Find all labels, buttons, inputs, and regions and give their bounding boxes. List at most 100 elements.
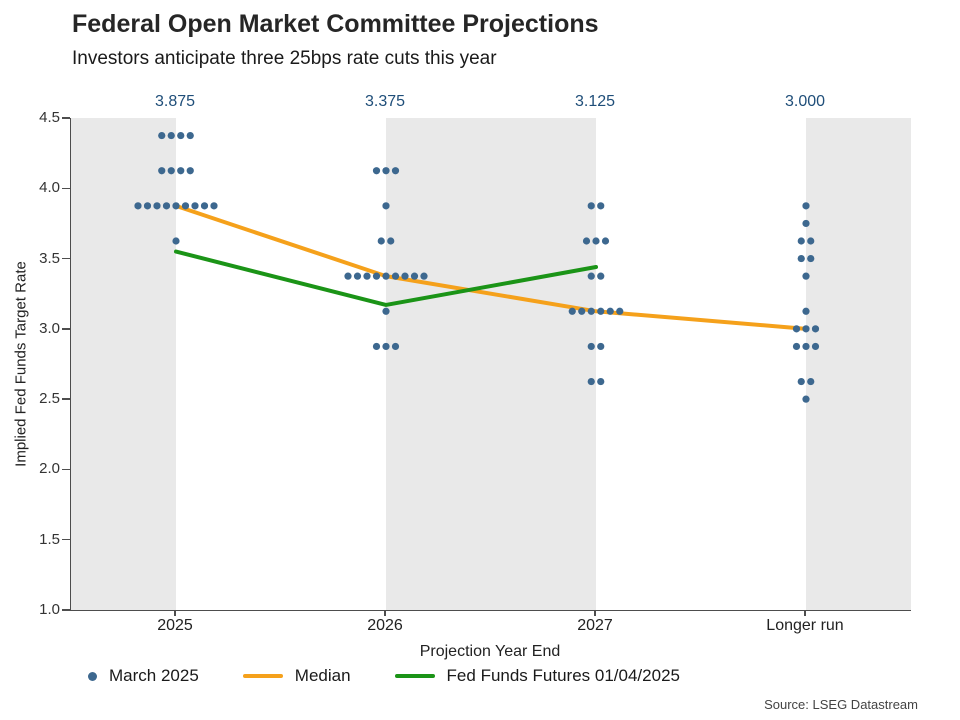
projection-dot <box>792 325 801 333</box>
projection-dot <box>186 131 194 140</box>
projection-dot <box>802 202 810 210</box>
y-tick-mark <box>62 187 70 190</box>
projection-dot <box>797 254 805 263</box>
projection-dot <box>372 342 381 351</box>
x-axis-title: Projection Year End <box>419 643 561 660</box>
projection-dot <box>616 307 624 315</box>
projection-dot <box>597 272 605 280</box>
projection-dot <box>210 202 218 210</box>
projection-dot <box>382 342 390 351</box>
legend-label: Fed Funds Futures 01/04/2025 <box>446 666 680 685</box>
projection-dot <box>344 272 352 280</box>
x-tick-label: 2027 <box>577 617 613 634</box>
projection-dot <box>792 342 801 351</box>
median-value-label: 3.375 <box>364 93 406 110</box>
projection-dot <box>797 377 805 386</box>
projection-dot <box>172 237 180 245</box>
y-tick-mark <box>62 117 70 119</box>
projection-dot <box>587 377 595 386</box>
projection-dot <box>578 307 586 315</box>
projection-dot <box>802 272 810 280</box>
projection-dot <box>568 307 576 315</box>
plot-band <box>71 118 176 610</box>
median-line <box>174 203 808 331</box>
projection-dot <box>372 167 381 175</box>
y-tick-mark <box>62 538 70 541</box>
projection-dot <box>802 395 810 403</box>
legend-item-futures: Fed Funds Futures 01/04/2025 <box>394 666 680 686</box>
source-text: Source: LSEG Datastream <box>764 697 918 712</box>
plot-band <box>176 118 386 610</box>
median-value-label: 3.125 <box>574 93 616 110</box>
y-tick-mark <box>62 468 70 471</box>
projection-dot <box>587 272 595 280</box>
projection-dot <box>387 237 395 245</box>
projection-dot <box>802 342 810 351</box>
futures-line <box>174 249 598 307</box>
projection-dot <box>167 131 175 140</box>
median-value-label: 3.875 <box>154 93 196 110</box>
projection-dot <box>177 131 185 140</box>
projection-dot <box>410 272 419 280</box>
projection-dot <box>582 237 591 245</box>
dot-marker-icon <box>88 671 97 681</box>
plot-area <box>70 118 911 611</box>
projection-dot <box>377 237 385 245</box>
y-tick-mark <box>62 398 70 400</box>
x-tick-label: 2025 <box>157 617 193 634</box>
projection-dot <box>391 272 400 280</box>
legend-label: Median <box>294 666 351 685</box>
y-tick-mark <box>62 257 70 260</box>
y-tick-label: 4.0 <box>39 179 60 197</box>
line-marker-icon <box>394 673 435 679</box>
projection-dot <box>382 272 390 280</box>
projection-dot <box>153 202 161 210</box>
projection-dot <box>181 202 190 210</box>
y-tick-mark <box>62 328 70 330</box>
projection-dot <box>597 202 605 210</box>
projection-dot <box>353 272 362 280</box>
projection-dot <box>811 325 820 333</box>
chart-subtitle: Investors anticipate three 25bps rate cu… <box>72 48 497 69</box>
plot-svg <box>134 131 820 403</box>
projection-dot <box>382 202 390 210</box>
y-tick-mark <box>62 609 70 611</box>
projection-dot <box>372 272 381 280</box>
projection-dot <box>363 272 371 280</box>
legend-item-march-2025: March 2025 <box>88 666 199 686</box>
y-axis-title: Implied Fed Funds Target Rate <box>12 261 30 467</box>
projection-dot <box>382 307 390 315</box>
chart-legend: March 2025 Median Fed Funds Futures 01/04/… <box>88 666 680 686</box>
legend-label: March 2025 <box>109 666 199 685</box>
median-value-label: 3.000 <box>784 93 826 110</box>
projection-dot <box>158 131 166 140</box>
legend-item-median: Median <box>242 666 351 686</box>
projection-dot <box>401 272 409 280</box>
projection-dot <box>158 167 166 175</box>
plot-band <box>806 118 911 610</box>
projection-dot <box>177 167 185 175</box>
projection-dot <box>587 342 595 351</box>
y-tick-label: 4.5 <box>39 109 60 126</box>
projection-dot <box>597 377 605 386</box>
x-tick-label: 2026 <box>367 617 403 634</box>
projection-dot <box>191 202 199 210</box>
projection-dot <box>420 272 428 280</box>
projection-dot <box>601 237 610 245</box>
projection-dot <box>807 377 815 386</box>
projection-dot <box>134 202 142 210</box>
projection-dot <box>597 307 605 315</box>
chart-title: Federal Open Market Committee Projection… <box>72 10 599 38</box>
projection-dot <box>167 167 175 175</box>
projection-dot <box>797 237 805 245</box>
projection-dot <box>597 342 605 351</box>
projection-dot <box>802 307 810 315</box>
projection-dot <box>802 325 810 333</box>
projection-dot <box>391 167 400 175</box>
projection-dot <box>391 342 400 351</box>
projection-dot <box>172 202 180 210</box>
y-tick-label: 1.0 <box>39 601 60 618</box>
plot-band <box>596 118 806 610</box>
projection-dot <box>807 254 815 263</box>
